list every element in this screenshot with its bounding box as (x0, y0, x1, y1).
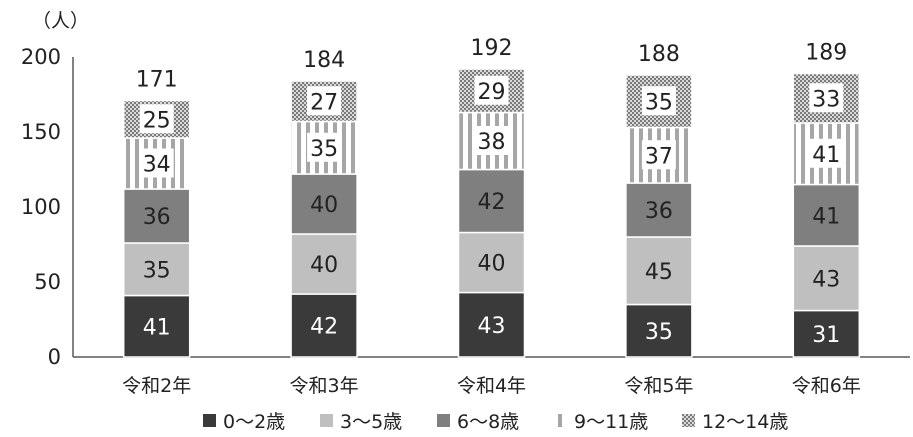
bars: 41 35 36 34 25 171 42 40 40 35 27 184 43 40 42 38 29 192 3… (122, 36, 861, 358)
y-tick-label: 150 (21, 120, 61, 144)
x-tick-label: 令和3年 (290, 375, 359, 397)
data-label: 38 (478, 130, 506, 155)
y-tick-label: 100 (21, 195, 61, 219)
data-label: 40 (310, 253, 338, 278)
bar-segment (457, 231, 526, 294)
data-label: 36 (143, 205, 171, 230)
bar-stack: 41 35 36 34 25 171 (122, 68, 191, 358)
bar-stack: 43 40 42 38 29 192 (457, 36, 526, 358)
total-label: 189 (805, 41, 847, 66)
total-label: 171 (136, 68, 178, 93)
data-label-background (809, 83, 844, 113)
legend-swatch (437, 414, 450, 427)
legend-item: 3～5歳 (320, 411, 402, 433)
bar-segment (457, 168, 526, 234)
data-label: 34 (143, 153, 171, 178)
data-label: 42 (310, 315, 338, 340)
legend-label: 0～2歳 (223, 411, 285, 433)
legend-label: 9～11歳 (574, 411, 648, 433)
data-label-background (474, 126, 509, 155)
data-label: 43 (812, 267, 840, 292)
data-label: 29 (478, 80, 506, 105)
bar-segment (122, 294, 191, 358)
data-label: 36 (645, 199, 673, 224)
bar-stack: 42 40 40 35 27 184 (290, 48, 358, 358)
legend-swatch (554, 414, 567, 427)
data-label: 41 (143, 315, 171, 340)
bar-segment (625, 182, 693, 238)
x-axis-labels: 令和2年 令和3年 令和4年 令和5年 令和6年 (122, 375, 861, 397)
legend-swatch (203, 414, 216, 427)
legend-swatch (682, 414, 695, 427)
data-label-background (641, 140, 676, 170)
y-tick-label: 50 (34, 270, 61, 294)
data-label: 35 (645, 90, 673, 115)
bar-segment (792, 183, 861, 247)
x-tick-label: 令和2年 (122, 375, 191, 397)
x-tick-label: 令和6年 (792, 375, 861, 397)
total-label: 192 (471, 36, 513, 61)
data-label: 27 (310, 90, 338, 115)
bar-segment (122, 188, 191, 244)
total-label: 188 (638, 42, 680, 67)
data-label-background (474, 75, 509, 105)
legend-swatch (320, 414, 333, 427)
total-label: 184 (303, 48, 345, 73)
data-label-background (641, 86, 676, 116)
data-label: 25 (143, 108, 171, 133)
y-axis-unit-label: （人） (32, 10, 89, 32)
data-label: 37 (645, 144, 673, 169)
data-label: 33 (812, 87, 840, 112)
legend-label: 12～14歳 (702, 411, 788, 433)
x-tick-label: 令和4年 (457, 375, 526, 397)
data-label: 41 (812, 204, 840, 229)
legend-label: 6～8歳 (457, 411, 519, 433)
data-label: 41 (812, 143, 840, 168)
legend-item: 12～14歳 (682, 411, 788, 433)
legend-label: 3～5歳 (340, 411, 402, 433)
data-label: 35 (143, 258, 171, 283)
legend-item: 6～8歳 (437, 411, 519, 433)
legend: 0～2歳 3～5歳 6～8歳 9～11歳 12～14歳 (203, 411, 788, 433)
bar-stack: 35 45 36 37 35 188 (625, 42, 693, 358)
data-label: 42 (478, 190, 506, 215)
data-label-background (139, 148, 174, 178)
bar-segment (625, 236, 693, 306)
bar-stack: 31 43 41 41 33 189 (792, 41, 861, 358)
legend-item: 9～11歳 (554, 411, 648, 433)
data-label: 45 (645, 260, 673, 285)
bar-segment (290, 173, 358, 235)
y-tick-label: 0 (48, 345, 61, 369)
data-label: 35 (310, 137, 338, 162)
data-label: 40 (478, 252, 506, 277)
data-label: 35 (645, 320, 673, 345)
data-label-background (139, 104, 174, 134)
bar-segment (792, 245, 861, 312)
bar-segment (792, 309, 861, 358)
bar-segment (290, 120, 358, 175)
data-label: 43 (478, 314, 506, 339)
y-tick-label: 200 (21, 45, 61, 69)
data-label-background (809, 138, 844, 168)
data-label: 31 (812, 323, 840, 348)
data-label-background (307, 132, 342, 162)
data-label-background (307, 86, 342, 116)
bar-segment (457, 291, 526, 358)
data-label: 40 (310, 193, 338, 218)
x-tick-label: 令和5年 (624, 375, 693, 397)
legend-item: 0～2歳 (203, 411, 285, 433)
y-axis-ticks: 0 50 100 150 200 (21, 45, 61, 369)
